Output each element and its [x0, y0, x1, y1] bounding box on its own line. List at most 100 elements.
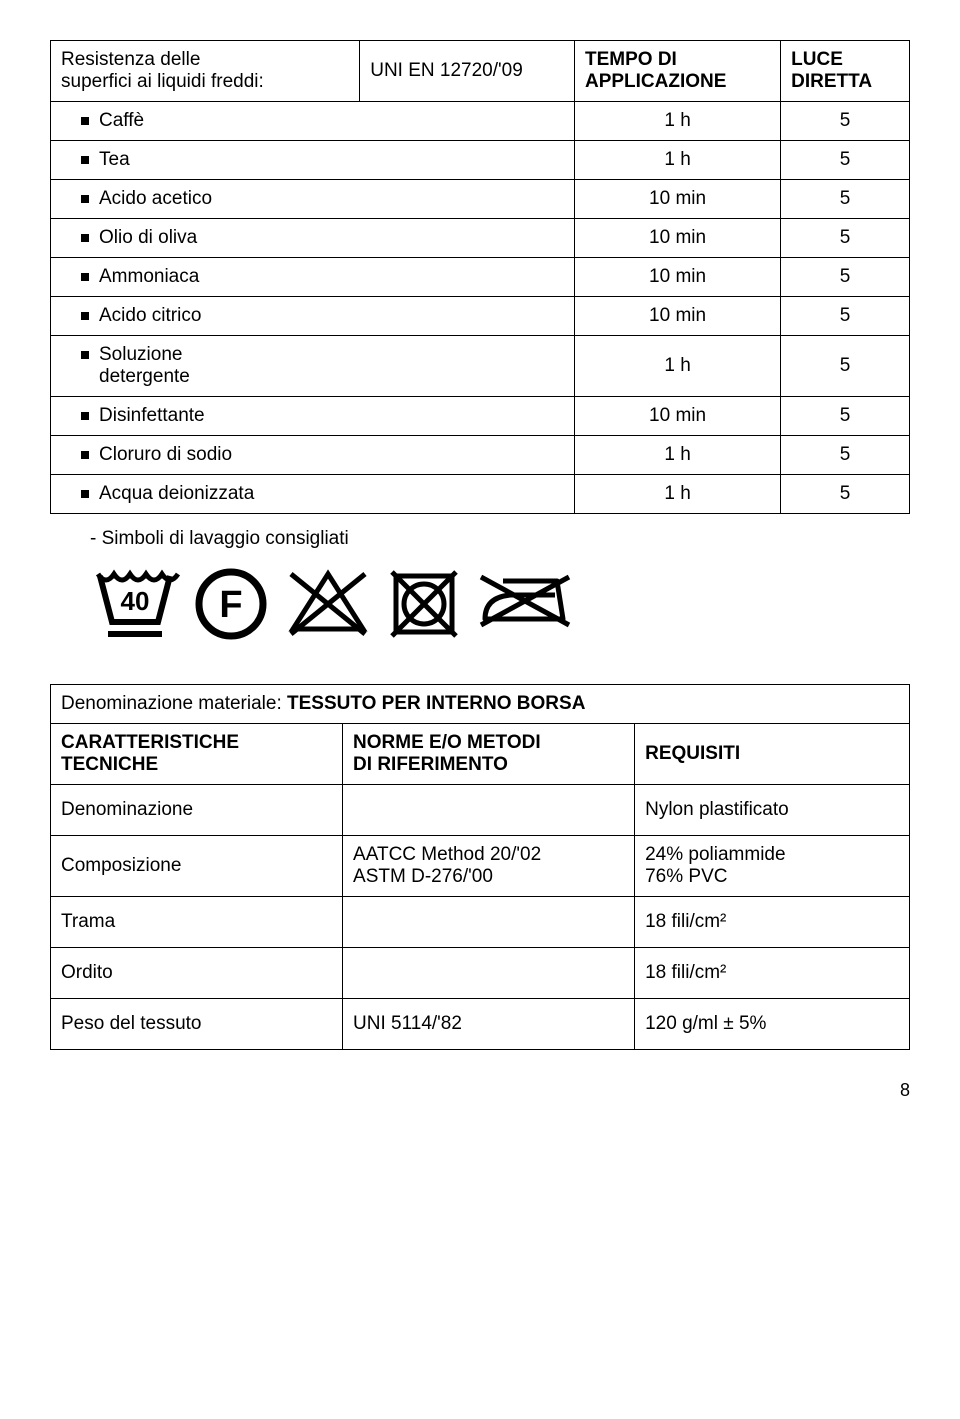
text: Caffè: [99, 110, 144, 131]
table-row: Olio di oliva 10 min 5: [51, 219, 910, 258]
page-number: 8: [50, 1080, 910, 1101]
text: 10 min: [649, 266, 706, 287]
cell: Denominazione: [51, 785, 343, 836]
table-row: Acqua deionizzata 1 h 5: [51, 475, 910, 514]
cell: 120 g/ml ± 5%: [635, 999, 910, 1050]
bullet-icon: [81, 490, 89, 498]
bullet-icon: [81, 312, 89, 320]
cell: 1 h: [574, 102, 780, 141]
cell: Peso del tessuto: [51, 999, 343, 1050]
cell: 10 min: [574, 258, 780, 297]
t1-h-c3: TEMPO DI APPLICAZIONE: [574, 41, 780, 102]
text: 1 h: [664, 149, 690, 170]
cell: 5: [781, 475, 910, 514]
material-table: Denominazione materiale: TESSUTO PER INT…: [50, 684, 910, 1050]
cell: 5: [781, 102, 910, 141]
text: - Simboli di lavaggio consigliati: [90, 528, 349, 549]
dryclean-f-icon: F: [191, 564, 271, 644]
text: Composizione: [61, 855, 181, 876]
no-iron-icon: [475, 569, 575, 639]
table-row: Composizione AATCC Method 20/'02 ASTM D-…: [51, 836, 910, 897]
text: Disinfettante: [99, 405, 205, 426]
text: Soluzione: [99, 344, 182, 365]
text: 1 h: [664, 483, 690, 504]
text: TECNICHE: [61, 754, 158, 775]
t1-h-c2: UNI EN 12720/'09: [360, 41, 575, 102]
text: Acido acetico: [99, 188, 212, 209]
cell: 1 h: [574, 436, 780, 475]
svg-text:40: 40: [121, 586, 150, 616]
symbols-heading: - Simboli di lavaggio consigliati: [90, 528, 910, 550]
text: 120 g/ml ± 5%: [645, 1013, 766, 1034]
no-tumble-dry-icon: [384, 564, 464, 644]
cell: 5: [781, 297, 910, 336]
text: 24% poliammide: [645, 844, 785, 865]
cell: 5: [781, 436, 910, 475]
cell: Ammoniaca: [51, 258, 575, 297]
cell: 24% poliammide 76% PVC: [635, 836, 910, 897]
cell: 5: [781, 336, 910, 397]
t1-h-c1: Resistenza delle superfici ai liquidi fr…: [51, 41, 360, 102]
cell: 1 h: [574, 475, 780, 514]
cell: Trama: [51, 897, 343, 948]
t2-h-c1: CARATTERISTICHE TECNICHE: [51, 724, 343, 785]
text: 10 min: [649, 405, 706, 426]
t2-h-c2: NORME E/O METODI DI RIFERIMENTO: [343, 724, 635, 785]
text: detergente: [99, 366, 190, 387]
cell: Caffè: [51, 102, 575, 141]
t1-h-c4: LUCE DIRETTA: [781, 41, 910, 102]
cell: Disinfettante: [51, 397, 575, 436]
care-symbols-row: 40 F: [90, 564, 910, 644]
bullet-icon: [81, 412, 89, 420]
text: UNI EN 12720/'09: [370, 60, 523, 81]
cell: [343, 785, 635, 836]
text: 5: [840, 305, 851, 326]
text: Acqua deionizzata: [99, 483, 254, 504]
text: TEMPO DI: [585, 49, 677, 70]
table-row: Caffè 1 h 5: [51, 102, 910, 141]
cell: Olio di oliva: [51, 219, 575, 258]
text: 10 min: [649, 188, 706, 209]
cell: Soluzionedetergente: [51, 336, 575, 397]
text: 5: [840, 227, 851, 248]
text: 1 h: [664, 110, 690, 131]
text: 5: [840, 149, 851, 170]
text: Olio di oliva: [99, 227, 197, 248]
table-row: Acido acetico 10 min 5: [51, 180, 910, 219]
text: 10 min: [649, 227, 706, 248]
text: CARATTERISTICHE: [61, 732, 239, 753]
text: Denominazione materiale:: [61, 693, 287, 714]
cell: Acido citrico: [51, 297, 575, 336]
text: Acido citrico: [99, 305, 201, 326]
text: NORME E/O METODI: [353, 732, 541, 753]
bullet-icon: [81, 451, 89, 459]
cell: 10 min: [574, 397, 780, 436]
text: Cloruro di sodio: [99, 444, 232, 465]
text: 1 h: [664, 355, 690, 376]
wash-40-icon: 40: [90, 564, 180, 644]
bullet-icon: [81, 195, 89, 203]
text: LUCE: [791, 49, 843, 70]
bullet-icon: [81, 117, 89, 125]
text: APPLICAZIONE: [585, 71, 726, 92]
cell: 10 min: [574, 219, 780, 258]
text: Peso del tessuto: [61, 1013, 201, 1034]
cell: 10 min: [574, 180, 780, 219]
cell: 18 fili/cm²: [635, 897, 910, 948]
text: 10 min: [649, 305, 706, 326]
table-row: Trama 18 fili/cm²: [51, 897, 910, 948]
bullet-icon: [81, 156, 89, 164]
table-row: Soluzionedetergente 1 h 5: [51, 336, 910, 397]
cell: 18 fili/cm²: [635, 948, 910, 999]
bullet-icon: [81, 351, 89, 359]
t2-h-c3: REQUISITI: [635, 724, 910, 785]
text: Nylon plastificato: [645, 799, 789, 820]
cell: Nylon plastificato: [635, 785, 910, 836]
no-bleach-icon: [283, 564, 373, 644]
cell: Composizione: [51, 836, 343, 897]
table-row: Acido citrico 10 min 5: [51, 297, 910, 336]
cell: AATCC Method 20/'02 ASTM D-276/'00: [343, 836, 635, 897]
text: Ordito: [61, 962, 113, 983]
text: TESSUTO PER INTERNO BORSA: [287, 693, 585, 714]
text: Trama: [61, 911, 115, 932]
